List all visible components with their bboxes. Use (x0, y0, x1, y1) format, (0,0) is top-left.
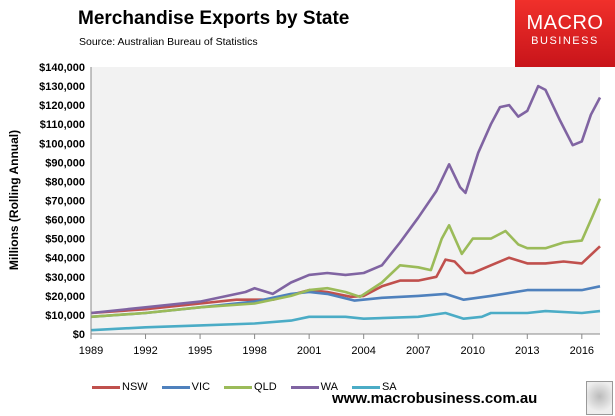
plot-area (91, 67, 600, 334)
x-tick-label: 2013 (515, 345, 539, 357)
y-tick-label: $120,000 (39, 100, 85, 112)
x-tick-label: 2016 (570, 345, 594, 357)
y-tick-label: $130,000 (39, 81, 85, 93)
legend-item-nsw: NSW (92, 381, 148, 393)
x-tick-label: 1998 (242, 345, 266, 357)
website-url: www.macrobusiness.com.au (332, 390, 538, 407)
y-tick-label: $110,000 (40, 119, 85, 131)
legend-swatch (92, 385, 120, 389)
y-tick-label: $30,000 (45, 272, 85, 284)
legend-item-sa: SA (351, 381, 397, 393)
legend-label: NSW (122, 381, 148, 393)
legend-swatch (161, 385, 190, 389)
y-tick-label: $100,000 (39, 138, 85, 150)
y-tick-label: $50,000 (45, 234, 85, 246)
y-tick-label: $20,000 (45, 291, 85, 303)
legend-swatch (290, 385, 319, 389)
legend-swatch (224, 385, 253, 389)
legend-item-wa: WA (290, 381, 338, 393)
y-tick-label: $90,000 (45, 157, 85, 169)
y-tick-label: $10,000 (45, 310, 85, 322)
y-tick-label: $60,000 (45, 215, 85, 227)
x-tick-label: 2001 (297, 345, 321, 357)
legend-label: QLD (254, 381, 277, 393)
y-tick-label: $40,000 (45, 253, 85, 265)
y-tick-label: $140,000 (39, 62, 85, 74)
legend-swatch (351, 385, 380, 389)
legend-label: SA (381, 381, 397, 393)
logo-line2: BUSINESS (531, 35, 599, 47)
series-line-qld (90, 198, 602, 319)
wolf-icon (586, 381, 613, 415)
macrobusiness-logo: MACRO BUSINESS (515, 0, 615, 67)
logo-line1: MACRO (526, 12, 604, 34)
x-tick-label: 1989 (79, 345, 103, 357)
y-tick-label: $80,000 (45, 176, 85, 188)
x-tick-label: 1995 (188, 345, 212, 357)
series-line-sa (90, 309, 601, 332)
y-tick-label: $0 (73, 329, 85, 341)
x-tick-label: 2007 (406, 345, 430, 357)
chart-source: Source: Australian Bureau of Statistics (79, 36, 258, 48)
legend-item-vic: VIC (161, 381, 211, 393)
x-tick-label: 1992 (133, 345, 157, 357)
legend: NSW VIC QLD WA SA (92, 381, 411, 393)
y-tick-label: $70,000 (45, 196, 85, 208)
x-tick-label: 2004 (351, 345, 375, 357)
chart-title: Merchandise Exports by State (78, 8, 350, 29)
legend-item-qld: QLD (224, 381, 277, 393)
x-tick-label: 2010 (461, 345, 485, 357)
y-axis-label: Millions (Rolling Annual) (7, 130, 21, 270)
legend-label: VIC (191, 381, 211, 393)
series-line-wa (90, 84, 602, 315)
legend-label: WA (320, 381, 338, 393)
